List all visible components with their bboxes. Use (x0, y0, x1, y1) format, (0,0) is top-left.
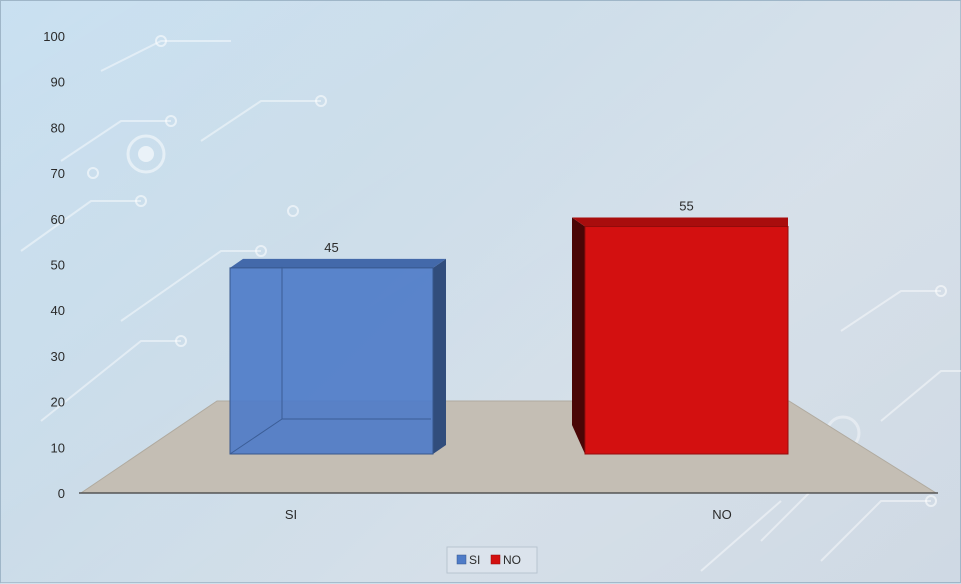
data-label-si: 45 (324, 240, 338, 255)
y-tick-label: 40 (51, 303, 65, 318)
bar-front-face (229, 267, 434, 455)
chart-floor (79, 400, 938, 494)
circuit-node (255, 245, 267, 257)
bar-front-face (584, 226, 789, 455)
circuit-line (100, 40, 231, 72)
circuit-line (700, 500, 782, 572)
y-tick-label: 90 (51, 75, 65, 90)
circuit-node (155, 35, 167, 47)
y-tick-label: 50 (51, 258, 65, 273)
circuit-node (925, 495, 937, 507)
circuit-node (175, 335, 187, 347)
legend-swatch-no (490, 554, 501, 565)
y-tick-label: 30 (51, 349, 65, 364)
circuit-line (20, 200, 141, 252)
bars (229, 217, 789, 455)
circuit-ring-core (138, 146, 154, 162)
y-tick-label: 70 (51, 166, 65, 181)
bar-top-face (230, 258, 446, 268)
circuit-line (120, 250, 261, 322)
circuit-node (165, 115, 177, 127)
labels: 45 SI 55 NO (285, 199, 732, 522)
circuit-node (135, 195, 147, 207)
circuit-line (40, 340, 181, 422)
bar-side-face (572, 217, 585, 454)
y-tick-label: 20 (51, 395, 65, 410)
y-tick-label: 0 (58, 486, 65, 501)
circuit-line (880, 370, 961, 422)
bar-no (572, 217, 789, 455)
bar-side-face (433, 258, 446, 454)
legend-label-no: NO (503, 553, 521, 567)
circuit-node (935, 285, 947, 297)
bar-inner-edge (229, 418, 283, 455)
circuit-ring (126, 134, 166, 174)
circuit-line (820, 500, 931, 562)
y-tick-label: 80 (51, 120, 65, 135)
circuit-line (60, 120, 171, 162)
data-label-no: 55 (679, 199, 693, 214)
circuit-node (287, 205, 299, 217)
x-tick-label-no: NO (712, 507, 732, 522)
legend-swatch-si (456, 554, 467, 565)
y-tick-label: 60 (51, 212, 65, 227)
y-axis: 0 10 20 30 40 50 60 70 80 90 100 (43, 29, 65, 501)
circuit-node (87, 167, 99, 179)
bar-top-face (572, 217, 788, 227)
x-tick-label-si: SI (285, 507, 297, 522)
chart-floor-plane (79, 400, 938, 494)
bar-si (229, 258, 446, 455)
circuit-line (840, 290, 941, 332)
y-tick-label: 100 (43, 29, 65, 44)
y-tick-label: 10 (51, 440, 65, 455)
legend: SI NO (446, 546, 538, 574)
circuit-line (200, 100, 321, 142)
legend-label-si: SI (469, 553, 480, 567)
circuit-node (315, 95, 327, 107)
